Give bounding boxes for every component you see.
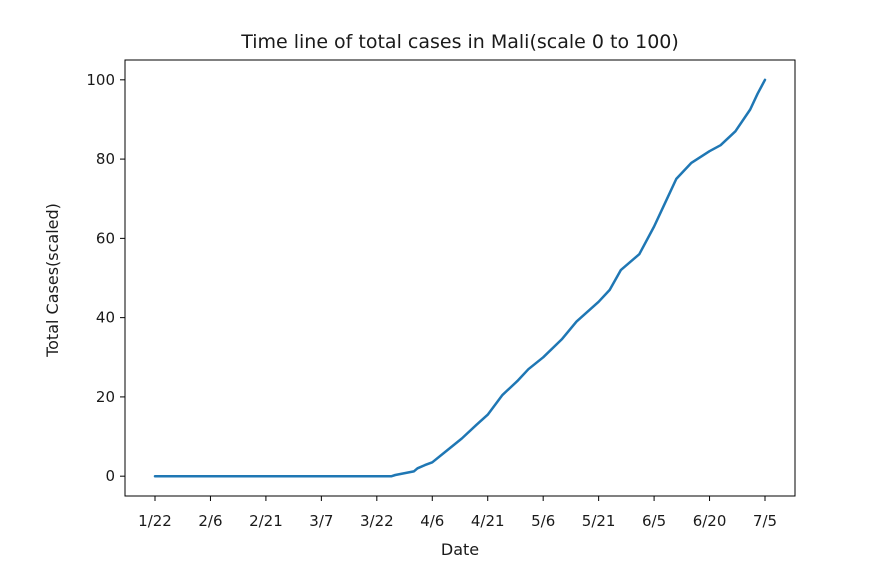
- x-tick-label: 5/6: [531, 512, 555, 530]
- x-axis: 1/22 2/6 2/21 3/7 3/22 4/6 4/21 5/6 5/21 6/5 6/20 7…: [138, 496, 777, 530]
- x-tick-label: 1/22: [138, 512, 172, 530]
- y-tick-label: 20: [96, 388, 115, 406]
- plot-frame: [124, 59, 796, 497]
- series-line: [153, 78, 767, 478]
- x-axis-label: Date: [441, 540, 479, 559]
- x-tick-label: 2/21: [249, 512, 283, 530]
- y-tick-label: 60: [96, 229, 115, 247]
- y-tick-label: 0: [105, 467, 115, 485]
- x-tick-label: 2/6: [198, 512, 222, 530]
- y-tick-label: 40: [96, 309, 115, 327]
- y-axis: 0 20 40 60 80 100: [86, 71, 125, 485]
- y-tick-label: 80: [96, 150, 115, 168]
- x-tick-label: 3/7: [309, 512, 333, 530]
- x-tick-label: 7/5: [753, 512, 777, 530]
- x-tick-label: 6/5: [642, 512, 666, 530]
- x-tick-label: 5/21: [582, 512, 616, 530]
- x-tick-label: 4/6: [420, 512, 444, 530]
- x-tick-label: 6/20: [693, 512, 727, 530]
- x-tick-label: 4/21: [471, 512, 505, 530]
- chart-title: Time line of total cases in Mali(scale 0…: [240, 31, 679, 53]
- y-axis-label: Total Cases(scaled): [43, 203, 62, 358]
- x-tick-label: 3/22: [360, 512, 394, 530]
- y-tick-label: 100: [86, 71, 115, 89]
